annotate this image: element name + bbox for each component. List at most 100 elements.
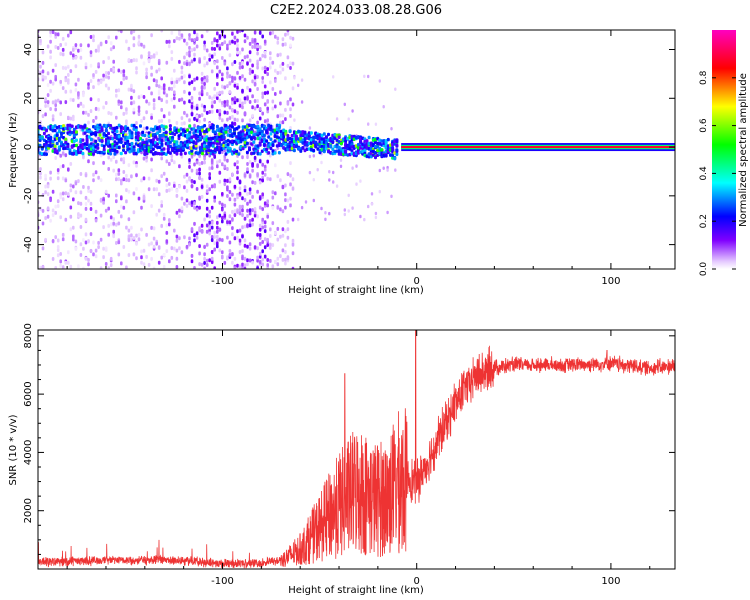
heatmap-cell bbox=[221, 72, 224, 77]
heatmap-cell bbox=[165, 39, 169, 44]
heatmap-cell bbox=[289, 196, 292, 201]
heatmap-cell bbox=[258, 251, 262, 256]
heatmap-cell bbox=[231, 260, 234, 265]
heatmap-cell bbox=[261, 91, 264, 96]
heatmap-cell bbox=[173, 84, 176, 89]
heatmap-cell bbox=[190, 253, 194, 258]
heatmap-band-cell bbox=[83, 124, 87, 129]
heatmap-cell bbox=[87, 43, 90, 48]
heatmap-cell bbox=[155, 187, 158, 192]
heatmap-cell bbox=[195, 32, 199, 37]
heatmap-cell bbox=[82, 246, 85, 251]
heatmap-cell bbox=[109, 215, 113, 220]
heatmap-cell bbox=[289, 43, 292, 48]
heatmap-cell bbox=[152, 236, 156, 241]
heatmap-cell bbox=[190, 184, 194, 189]
heatmap-cell bbox=[183, 89, 186, 94]
heatmap-cell bbox=[251, 45, 254, 49]
heatmap-cell bbox=[185, 113, 189, 118]
heatmap-cell bbox=[238, 186, 242, 191]
heatmap-cell bbox=[130, 30, 133, 35]
heatmap-cell bbox=[168, 44, 171, 49]
heatmap-cell bbox=[150, 225, 153, 230]
heatmap-cell bbox=[289, 203, 292, 208]
heatmap-cell bbox=[203, 104, 206, 109]
heatmap-cell bbox=[216, 65, 219, 70]
heatmap-cell bbox=[79, 55, 83, 60]
heatmap-cell bbox=[41, 69, 45, 74]
heatmap-cell bbox=[228, 74, 232, 79]
heatmap-cell bbox=[87, 120, 90, 125]
heatmap-cell bbox=[145, 67, 148, 72]
heatmap-cell bbox=[205, 198, 209, 203]
heatmap-band-cell bbox=[269, 125, 273, 130]
heatmap-cell bbox=[203, 217, 206, 222]
heatmap-cell bbox=[210, 256, 214, 261]
heatmap-cell bbox=[162, 212, 166, 217]
heatmap-cell bbox=[185, 172, 189, 177]
heatmap-cell bbox=[276, 237, 280, 242]
heatmap-cell bbox=[127, 253, 131, 258]
heatmap-cell bbox=[339, 164, 343, 169]
heatmap-cell bbox=[59, 192, 62, 197]
heatmap-cell bbox=[127, 87, 131, 92]
heatmap-cell bbox=[251, 163, 254, 168]
heatmap-cell bbox=[210, 54, 214, 59]
heatmap-cell bbox=[46, 192, 50, 197]
heatmap-cell bbox=[231, 39, 234, 44]
heatmap-cell bbox=[236, 118, 239, 123]
heatmap-cell bbox=[248, 50, 252, 55]
heatmap-cell bbox=[284, 229, 287, 234]
heatmap-cell bbox=[117, 168, 121, 173]
heatmap-cell bbox=[263, 50, 267, 55]
heatmap-cell bbox=[193, 30, 196, 35]
heatmap-cell bbox=[210, 260, 214, 265]
heatmap-cell bbox=[218, 159, 222, 164]
heatmap-cell bbox=[271, 195, 275, 200]
heatmap-cell bbox=[157, 96, 161, 101]
heatmap-cell bbox=[213, 230, 216, 235]
heatmap-cell bbox=[228, 220, 232, 225]
heatmap-band-cell bbox=[175, 152, 179, 156]
heatmap-cell bbox=[243, 77, 247, 82]
heatmap-cell bbox=[241, 105, 244, 110]
heatmap-cell bbox=[261, 66, 264, 71]
heatmap-cell bbox=[150, 157, 153, 162]
heatmap-cell bbox=[99, 41, 103, 46]
heatmap-cell bbox=[233, 96, 237, 101]
heatmap-cell bbox=[221, 118, 224, 123]
heatmap-cell bbox=[160, 200, 163, 204]
heatmap-cell bbox=[132, 43, 136, 48]
heatmap-cell bbox=[253, 210, 257, 215]
heatmap-cell bbox=[221, 250, 224, 255]
heatmap-band-cell bbox=[237, 125, 241, 129]
heatmap-cell bbox=[231, 192, 234, 197]
heatmap-cell bbox=[69, 30, 73, 35]
heatmap-cell bbox=[332, 170, 335, 175]
heatmap-cell bbox=[77, 179, 80, 184]
heatmap-cell bbox=[64, 78, 68, 83]
heatmap-band-cell bbox=[147, 131, 151, 135]
heatmap-cell bbox=[258, 180, 262, 185]
heatmap-band-cell bbox=[256, 124, 260, 129]
heatmap-cell bbox=[390, 194, 393, 199]
heatmap-band-cell bbox=[64, 137, 68, 142]
heatmap-cell bbox=[89, 207, 93, 211]
heatmap-cell bbox=[137, 237, 141, 242]
heatmap-cell bbox=[256, 173, 259, 178]
heatmap-cell bbox=[195, 231, 199, 236]
heatmap-cell bbox=[233, 162, 237, 167]
heatmap-cell bbox=[49, 30, 52, 35]
heatmap-cell bbox=[374, 211, 378, 216]
heatmap-cell bbox=[41, 60, 45, 65]
heatmap-cell bbox=[210, 109, 214, 114]
heatmap-cell bbox=[140, 54, 143, 59]
heatmap-cell bbox=[92, 178, 95, 183]
heatmap-cell bbox=[54, 99, 57, 104]
heatmap-cell bbox=[193, 201, 196, 206]
heatmap-cell bbox=[175, 234, 179, 239]
heatmap-band-cell bbox=[213, 130, 217, 134]
heatmap-band-cell bbox=[72, 127, 76, 132]
heatmap-cell bbox=[208, 53, 211, 58]
heatmap-cell bbox=[233, 266, 237, 269]
